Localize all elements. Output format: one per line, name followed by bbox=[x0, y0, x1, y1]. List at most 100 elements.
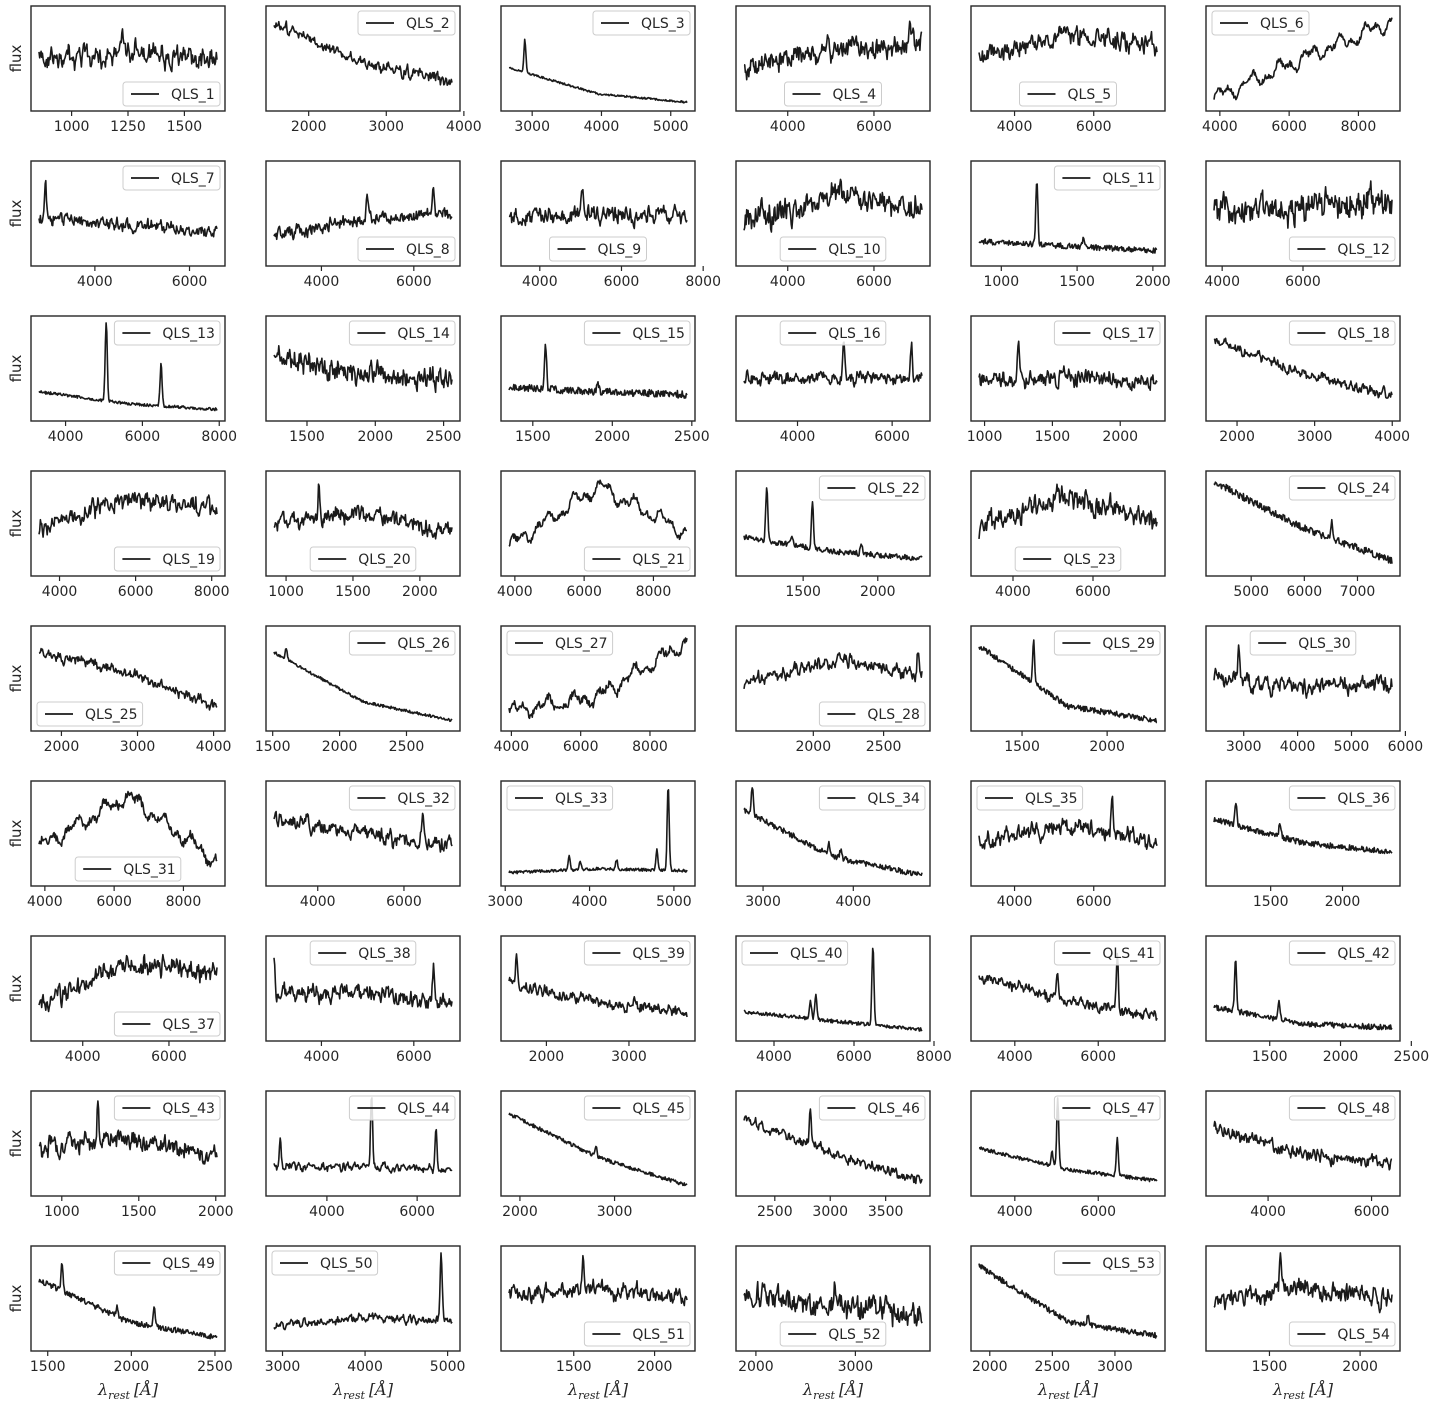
legend-box bbox=[1014, 546, 1122, 572]
legend: QLS_35 bbox=[976, 785, 1084, 811]
legend-label: QLS_19 bbox=[162, 552, 215, 568]
axes-frame bbox=[265, 5, 461, 112]
legend-box bbox=[113, 1011, 221, 1037]
x-tick-label: 4000 bbox=[756, 1049, 792, 1065]
legend: QLS_45 bbox=[583, 1095, 691, 1121]
spectrum-line bbox=[508, 953, 688, 1018]
legend-label: QLS_31 bbox=[123, 862, 176, 878]
x-tick-label: 2500 bbox=[674, 429, 710, 445]
axes-frame bbox=[735, 5, 931, 112]
x-tick-label: 4000 bbox=[835, 894, 871, 910]
legend-box bbox=[1288, 1321, 1396, 1347]
x-tick-label: 4000 bbox=[347, 1359, 383, 1375]
x-tick-label: 2000 bbox=[44, 739, 80, 755]
y-axis-title: flux bbox=[7, 1284, 25, 1312]
legend-box bbox=[1053, 940, 1161, 966]
legend: QLS_24 bbox=[1288, 475, 1396, 501]
legend-box bbox=[36, 701, 144, 727]
x-axis-unit: [Å] bbox=[1074, 1379, 1099, 1399]
legend: QLS_51 bbox=[583, 1321, 691, 1347]
legend: QLS_5 bbox=[1019, 81, 1117, 107]
legend-box bbox=[818, 1095, 926, 1121]
legend: QLS_48 bbox=[1288, 1095, 1396, 1121]
legend-box bbox=[1288, 236, 1396, 262]
spectrum-line bbox=[743, 652, 923, 690]
axes-frame bbox=[30, 160, 226, 267]
legend-label: QLS_27 bbox=[555, 636, 608, 652]
x-tick-label: 1500 bbox=[1059, 274, 1095, 290]
spectrum-line bbox=[1213, 337, 1393, 399]
legend-box bbox=[1053, 320, 1161, 346]
subplot-qls_34: 3000 4000 QLS_34 bbox=[735, 780, 931, 910]
x-tick-label: 2000 bbox=[322, 739, 358, 755]
spectrum-line bbox=[38, 28, 218, 73]
axes-frame bbox=[500, 5, 696, 112]
subplot-qls_18: 2000 3000 4000 QLS_18 bbox=[1205, 315, 1410, 445]
legend: QLS_7 bbox=[122, 165, 221, 191]
x-tick-label: 6000 bbox=[1076, 119, 1112, 135]
subplot-qls_41: 4000 6000 QLS_41 bbox=[970, 935, 1166, 1065]
legend: QLS_43 bbox=[113, 1095, 221, 1121]
axes-frame bbox=[970, 1090, 1166, 1197]
x-tick-label: 4000 bbox=[995, 584, 1031, 600]
y-axis-title: flux bbox=[7, 199, 25, 227]
subplot-qls_1: 1000 1250 1500 QLS_1 flux bbox=[7, 5, 226, 135]
subplot-qls_24: 5000 6000 7000 QLS_24 bbox=[1205, 470, 1401, 600]
legend: QLS_3 bbox=[592, 10, 691, 36]
x-tick-label: 6000 bbox=[874, 429, 910, 445]
legend-box bbox=[1211, 10, 1310, 36]
legend-box bbox=[583, 546, 691, 572]
x-axis-unit: [Å] bbox=[604, 1379, 629, 1399]
x-tick-label: 5000 bbox=[430, 1359, 466, 1375]
spectrum-line bbox=[978, 1263, 1158, 1339]
subplot-qls_31: 4000 6000 8000 QLS_31 flux bbox=[7, 780, 226, 910]
legend-label: QLS_15 bbox=[632, 326, 685, 342]
x-tick-label: 4000 bbox=[309, 1204, 345, 1220]
x-tick-label: 4000 bbox=[304, 1049, 340, 1065]
spectrum-line bbox=[508, 188, 688, 230]
axes-frame bbox=[30, 780, 226, 887]
legend-label: QLS_10 bbox=[828, 242, 881, 258]
x-tick-label: 5000 bbox=[1233, 584, 1269, 600]
axes-frame bbox=[265, 1245, 461, 1352]
axes-frame bbox=[970, 315, 1166, 422]
spectrum-line bbox=[978, 25, 1158, 63]
axes-frame bbox=[970, 5, 1166, 112]
x-axis-subscript: rest bbox=[1283, 1389, 1305, 1402]
spectrum-line bbox=[273, 957, 453, 1009]
subplot-qls_48: 4000 6000 QLS_48 bbox=[1205, 1090, 1401, 1220]
spectrum-line bbox=[38, 1100, 218, 1165]
x-tick-label: 4000 bbox=[300, 894, 336, 910]
x-axis-title: λrest [Å] bbox=[1037, 1379, 1099, 1402]
subplot-qls_44: 4000 6000 QLS_44 bbox=[265, 1090, 461, 1220]
x-tick-label: 2000 bbox=[291, 119, 327, 135]
legend: QLS_11 bbox=[1053, 165, 1161, 191]
legend-label: QLS_8 bbox=[406, 242, 450, 258]
y-axis-title: flux bbox=[7, 509, 25, 537]
legend-box bbox=[1288, 785, 1396, 811]
legend-label: QLS_21 bbox=[632, 552, 685, 568]
x-tick-label: 6000 bbox=[396, 1049, 432, 1065]
subplot-qls_11: 1000 1500 2000 QLS_11 bbox=[970, 160, 1171, 290]
x-tick-label: 2000 bbox=[1325, 894, 1361, 910]
legend-label: QLS_23 bbox=[1063, 552, 1116, 568]
x-axis-subscript: rest bbox=[343, 1389, 365, 1402]
legend-label: QLS_33 bbox=[555, 791, 608, 807]
x-tick-label: 8000 bbox=[632, 739, 668, 755]
x-tick-label: 6000 bbox=[1080, 1049, 1116, 1065]
subplot-qls_32: 4000 6000 QLS_32 bbox=[265, 780, 461, 910]
axes-frame bbox=[30, 470, 226, 577]
spectrum-line bbox=[508, 479, 688, 547]
spectrum-line bbox=[743, 20, 923, 81]
x-tick-label: 6000 bbox=[836, 1049, 872, 1065]
x-tick-label: 4000 bbox=[446, 119, 482, 135]
spectrum-line bbox=[1213, 802, 1393, 855]
x-tick-label: 2000 bbox=[114, 1359, 150, 1375]
x-tick-label: 1500 bbox=[30, 1359, 66, 1375]
legend-label: QLS_51 bbox=[632, 1327, 685, 1343]
legend: QLS_31 bbox=[74, 856, 182, 882]
x-tick-label: 2000 bbox=[1342, 1359, 1378, 1375]
x-tick-label: 2000 bbox=[795, 739, 831, 755]
axes-frame bbox=[970, 1245, 1166, 1352]
x-tick-label: 4000 bbox=[997, 119, 1033, 135]
